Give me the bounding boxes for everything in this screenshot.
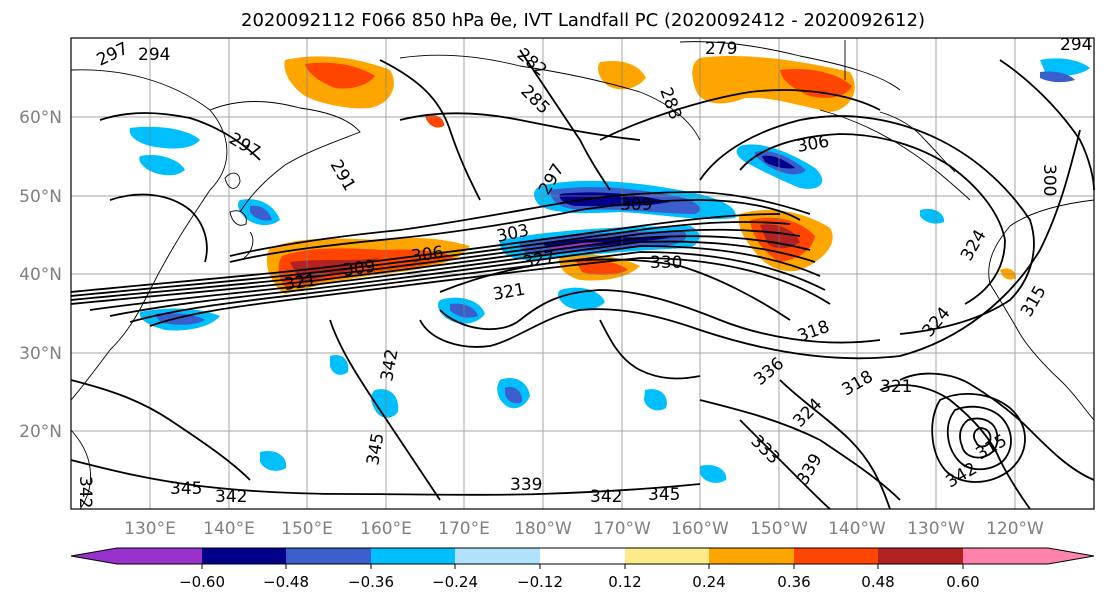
contour-label: 342	[590, 487, 622, 507]
colorbar-segment	[963, 548, 1048, 564]
colorbar-tick-label: 0.48	[861, 573, 894, 591]
contour-label: 321	[880, 377, 912, 397]
contour-label: 342	[75, 476, 95, 508]
theta-e-contours	[70, 49, 1095, 510]
colorbar-segment	[202, 548, 286, 564]
anomaly-positive	[278, 248, 455, 288]
lat-label: 40°N	[19, 265, 62, 285]
contour-label: 309	[342, 257, 377, 281]
anomaly-negative	[505, 386, 523, 404]
anomaly-negative	[155, 313, 205, 325]
lon-labels: 130°E 140°E 150°E 160°E 170°E 180°W 170°…	[124, 519, 1044, 539]
colorbar-segment	[709, 548, 794, 564]
colorbar-segment	[286, 548, 371, 564]
colorbar-frame	[70, 547, 1095, 565]
colorbar-segment	[371, 548, 455, 564]
anomaly-negative	[700, 464, 727, 483]
contour-label: 321	[283, 271, 318, 295]
contour-label: 306	[410, 243, 445, 267]
anomaly-negative	[139, 154, 185, 176]
lon-label: 170°E	[438, 519, 490, 539]
anomaly-positive	[780, 68, 852, 98]
anomaly-positive	[425, 114, 445, 128]
anomaly-negative	[644, 389, 667, 411]
contour-label: 339	[510, 475, 542, 495]
colorbar-tick-label: 0.12	[608, 573, 641, 591]
contour-label: 279	[705, 39, 737, 59]
anomaly-negative	[330, 354, 349, 375]
colorbar-segment	[1048, 548, 1094, 564]
colorbar-tick-label: −0.24	[432, 573, 478, 591]
anomaly-negative	[1040, 71, 1075, 83]
gridlines	[71, 38, 1094, 509]
colorbar-tick-label: 0.60	[946, 573, 979, 591]
lat-label: 60°N	[19, 108, 62, 128]
anomaly-negative	[1040, 58, 1090, 76]
lon-label: 170°W	[593, 519, 651, 539]
lat-label: 50°N	[19, 187, 62, 207]
colorbar-tick-label: −0.60	[179, 573, 225, 591]
lon-label: 120°W	[986, 519, 1044, 539]
colorbar-segment	[878, 548, 963, 564]
anomaly-negative	[250, 205, 272, 221]
map-panel: 297 294 279 282 285 288 294 297 291 297 …	[70, 35, 1095, 510]
contour-label: 330	[650, 253, 682, 273]
anomaly-negative	[260, 450, 287, 471]
colorbar-tick-label: −0.12	[517, 573, 563, 591]
lon-label: 160°W	[671, 519, 729, 539]
contour-label: 294	[138, 45, 170, 65]
contour-label: 342	[215, 487, 247, 507]
anomaly-negative	[920, 208, 945, 224]
colorbar-segment	[455, 548, 540, 564]
colorbar-segment	[794, 548, 878, 564]
colorbar-segment	[117, 548, 202, 564]
anomaly-positive	[305, 62, 375, 89]
chart-title: 2020092112 F066 850 hPa θe, IVT Landfall…	[241, 10, 925, 31]
contour-label: 345	[170, 479, 202, 499]
lat-labels: 60°N 50°N 40°N 30°N 20°N	[19, 108, 62, 442]
colorbar-tick-label: 0.36	[777, 573, 810, 591]
lat-label: 30°N	[19, 344, 62, 364]
coastlines	[70, 40, 1095, 510]
colorbar-tick-label: −0.36	[348, 573, 394, 591]
colorbar-segment	[625, 548, 709, 564]
lon-label: 140°E	[203, 519, 255, 539]
lon-label: 130°E	[124, 519, 176, 539]
anomaly-negative	[129, 126, 200, 149]
lon-label: 140°W	[828, 519, 886, 539]
lon-label: 150°E	[281, 519, 333, 539]
lon-label: 180°W	[514, 519, 572, 539]
contour-label: 300	[1039, 164, 1059, 196]
lon-label: 130°W	[907, 519, 965, 539]
colorbar-segment	[71, 548, 117, 564]
colorbar-segment	[540, 548, 625, 564]
lon-label: 160°E	[360, 519, 412, 539]
anomaly-negative	[371, 389, 399, 418]
colorbar: −0.60 −0.48 −0.36 −0.24 −0.12 0.12 0.24 …	[70, 547, 1095, 591]
contour-label: 294	[1060, 35, 1092, 55]
contour-label: 309	[620, 195, 652, 215]
contour-label: 345	[648, 485, 680, 505]
colorbar-tick-label: −0.48	[263, 573, 309, 591]
map-frame	[70, 37, 1095, 510]
colorbar-tick-label: 0.24	[692, 573, 725, 591]
anomaly-positive	[692, 55, 855, 112]
lat-label: 20°N	[19, 422, 62, 442]
lon-label: 150°W	[750, 519, 808, 539]
